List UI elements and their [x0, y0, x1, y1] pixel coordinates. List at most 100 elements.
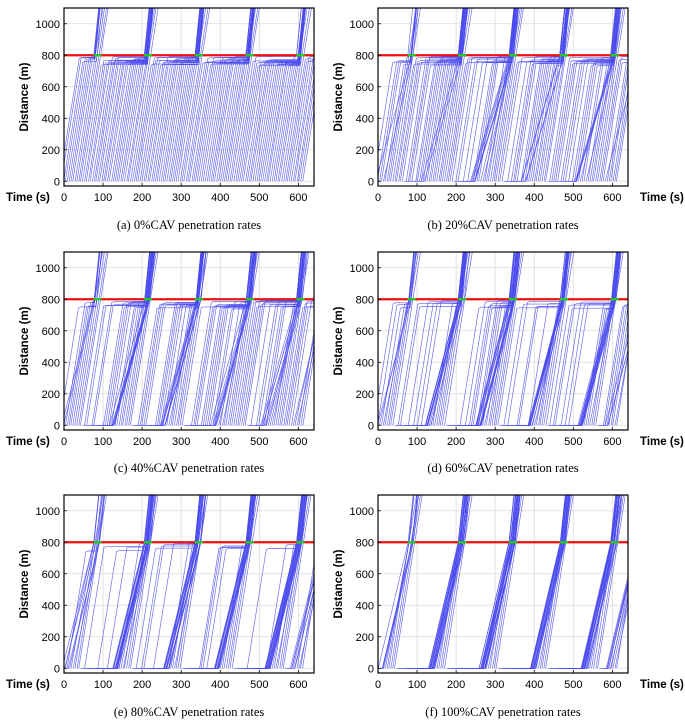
vehicle-trajectory: [603, 578, 628, 669]
vehicle-trajectory: [126, 495, 155, 669]
vehicle-trajectory: [465, 252, 515, 426]
vehicle-trajectory: [126, 252, 155, 426]
vehicle-trajectory: [80, 8, 109, 182]
vehicle-trajectory: [166, 252, 204, 426]
x-tick-label: 200: [447, 436, 465, 448]
vehicle-trajectory: [302, 108, 314, 182]
y-tick-label: 400: [356, 113, 374, 125]
vehicle-trajectory: [132, 495, 206, 669]
vehicle-trajectory: [294, 587, 314, 669]
x-tick-label: 200: [133, 192, 151, 204]
vehicle-trajectory: [432, 495, 464, 669]
vehicle-trajectory: [604, 92, 628, 182]
vehicle-trajectory: [589, 8, 616, 182]
y-tick-label: 0: [54, 176, 60, 188]
vehicle-trajectory: [605, 592, 628, 669]
vehicle-trajectory: [208, 252, 255, 426]
vehicle-trajectory: [388, 495, 417, 669]
vehicle-trajectory: [547, 252, 620, 426]
vehicle-trajectory: [64, 495, 100, 669]
y-tick-label: 400: [42, 113, 60, 125]
vehicle-trajectory: [120, 8, 154, 182]
y-tick-label: 200: [42, 632, 60, 644]
vehicle-trajectory: [292, 580, 314, 669]
vehicle-trajectory: [72, 252, 100, 426]
vehicle-trajectory: [492, 8, 521, 182]
vehicle-trajectory: [597, 8, 626, 182]
vehicle-trajectory: [499, 495, 566, 669]
vehicle-trajectory: [175, 8, 205, 182]
vehicle-trajectory: [180, 8, 209, 182]
vehicle-trajectory: [106, 252, 152, 426]
y-tick-label: 0: [368, 176, 374, 188]
y-tick-label: 200: [356, 145, 374, 157]
vehicle-trajectory: [256, 495, 302, 669]
vehicle-trajectory: [415, 495, 468, 669]
vehicle-trajectory: [438, 495, 467, 669]
vehicle-trajectory: [231, 252, 260, 426]
vehicle-trajectory: [220, 8, 253, 182]
vehicle-trajectory: [225, 8, 255, 182]
vehicle-trajectory: [502, 495, 570, 669]
vehicle-trajectory: [243, 252, 303, 426]
vehicle-trajectory: [229, 495, 259, 669]
vehicle-trajectory: [84, 495, 152, 669]
vehicle-trajectory: [76, 8, 105, 182]
vehicle-trajectory: [607, 579, 628, 669]
vehicle-trajectory: [128, 495, 157, 669]
vehicle-trajectory: [390, 252, 419, 426]
x-tick-label: 500: [250, 679, 268, 691]
x-tick-label: 500: [564, 436, 582, 448]
vehicle-trajectory: [68, 252, 102, 426]
vehicle-trajectory: [281, 495, 310, 669]
x-tick-label: 100: [408, 436, 426, 448]
vehicle-trajectory: [409, 495, 469, 669]
vehicle-trajectory: [258, 252, 303, 426]
caption-e: (e) 80%CAV penetration rates: [113, 705, 265, 719]
vehicle-trajectory: [497, 252, 569, 426]
y-axis-label: Distance (m): [333, 306, 345, 375]
x-tick-label: 0: [375, 436, 381, 448]
plot-frame: [377, 7, 629, 187]
vehicle-trajectory: [616, 106, 628, 182]
trajectories: [378, 495, 628, 669]
vehicle-trajectory: [277, 252, 306, 426]
plot-frame: [377, 494, 629, 674]
vehicle-trajectory: [294, 62, 314, 182]
vehicle-trajectory: [223, 252, 255, 426]
vehicle-trajectory: [392, 495, 421, 669]
vehicle-trajectory: [583, 252, 618, 426]
vehicle-trajectory: [298, 329, 314, 426]
x-tick-label: 300: [172, 192, 190, 204]
vehicle-trajectory: [193, 8, 252, 182]
vehicle-trajectory: [229, 252, 258, 426]
vehicle-trajectory: [608, 63, 628, 182]
y-axis-label: Distance (m): [19, 62, 31, 131]
plot-frame: [377, 251, 629, 431]
vehicle-trajectory: [76, 252, 105, 426]
y-tick-label: 200: [42, 145, 60, 157]
vehicle-trajectory: [540, 495, 569, 669]
vehicle-trajectory: [273, 8, 302, 182]
vehicle-trajectory: [64, 252, 100, 418]
vehicle-trajectory: [539, 8, 569, 182]
vehicle-trajectory: [176, 252, 205, 426]
vehicle-trajectory: [593, 8, 622, 182]
x-tick-label: 400: [211, 436, 229, 448]
vehicle-trajectory: [409, 8, 464, 182]
x-tick-label: 600: [289, 679, 307, 691]
vehicle-trajectory: [80, 252, 109, 426]
vehicle-trajectory: [518, 252, 569, 426]
vehicle-trajectory: [413, 252, 466, 426]
vehicle-trajectory: [184, 495, 252, 669]
vehicle-trajectory: [200, 495, 254, 669]
vehicle-trajectory: [401, 8, 467, 182]
vehicle-trajectory: [583, 8, 619, 182]
vehicle-trajectory: [440, 8, 469, 182]
vehicle-trajectory: [118, 252, 150, 426]
vehicle-trajectory: [462, 8, 518, 182]
vehicle-trajectory: [132, 8, 205, 182]
x-tick-label: 500: [564, 192, 582, 204]
vehicle-trajectory: [378, 495, 414, 669]
vehicle-trajectory: [480, 252, 516, 426]
